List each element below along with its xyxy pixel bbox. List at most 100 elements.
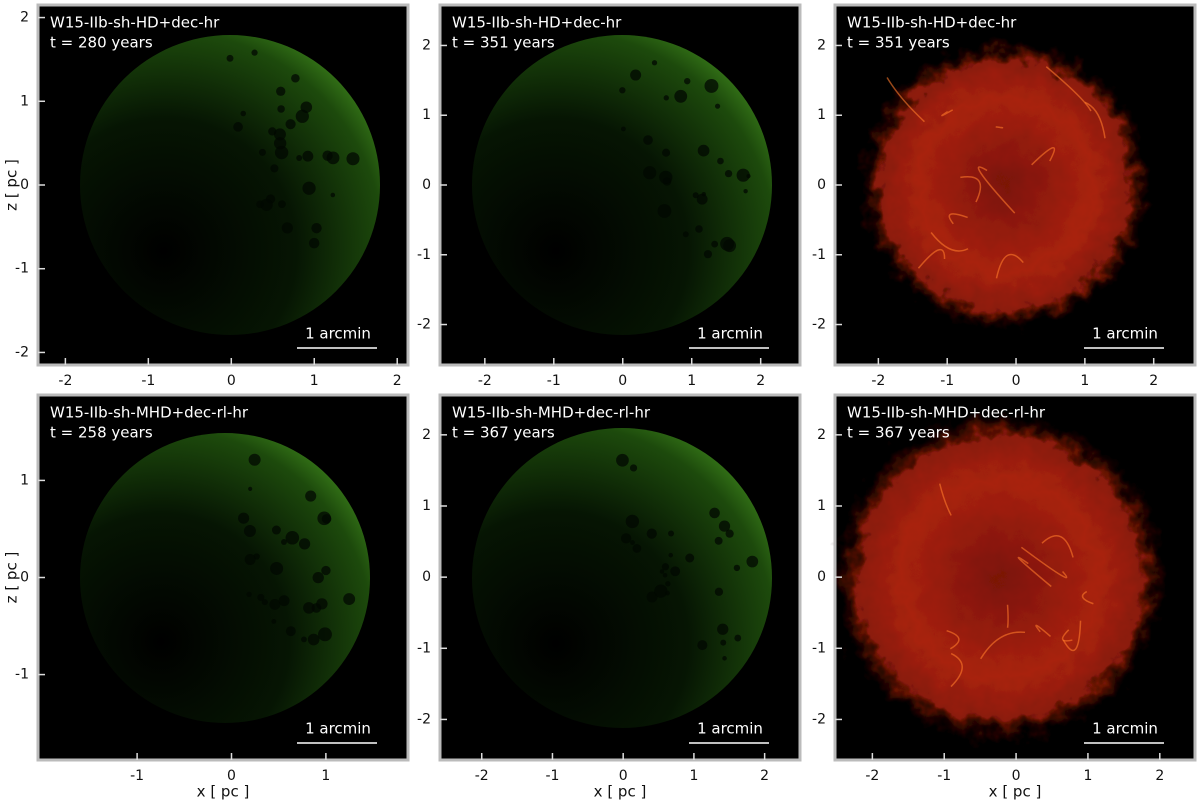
- y-tick-label: 2: [817, 427, 826, 443]
- x-tick-label: 2: [756, 373, 765, 389]
- clump: [271, 525, 281, 535]
- y-tick-label: -1: [417, 640, 431, 656]
- filament: [886, 77, 925, 123]
- filament: [995, 253, 1024, 279]
- clump: [326, 151, 340, 165]
- remnant-shell: [472, 428, 772, 728]
- clump: [734, 634, 742, 642]
- filament: [950, 652, 963, 688]
- clump: [619, 87, 626, 94]
- clump: [659, 170, 673, 184]
- x-tick-label: 0: [618, 373, 627, 389]
- clump: [273, 128, 286, 141]
- filament: [960, 176, 982, 203]
- panel-label: W15-IIb-sh-HD+dec-hr: [50, 14, 220, 32]
- clump: [714, 536, 723, 545]
- time-label: t = 258 years: [50, 424, 153, 442]
- panel-label: W15-IIb-sh-HD+dec-hr: [847, 14, 1017, 32]
- clump: [722, 656, 727, 661]
- panel-label: W15-IIb-sh-MHD+dec-rl-hr: [847, 404, 1046, 422]
- clump: [682, 231, 689, 238]
- y-axis-label: z [ pc ]: [3, 159, 21, 211]
- x-axis-label: x [ pc ]: [594, 783, 647, 801]
- image-panel: [38, 5, 408, 365]
- clump: [312, 572, 324, 584]
- image-panel: [835, 5, 1195, 365]
- clump: [302, 181, 316, 195]
- clump: [668, 552, 674, 558]
- filament: [1061, 629, 1073, 642]
- y-tick-label: 2: [817, 37, 826, 53]
- clump: [733, 564, 741, 572]
- scale-label: 1 arcmin: [1092, 325, 1158, 343]
- clump: [720, 639, 727, 646]
- filament: [941, 109, 954, 117]
- y-tick-label: -2: [15, 344, 29, 360]
- scale-label: 1 arcmin: [697, 720, 763, 738]
- clump: [330, 192, 336, 198]
- x-tick-label: -1: [937, 768, 951, 784]
- y-tick-label: 1: [422, 498, 431, 514]
- y-tick-label: 2: [422, 427, 431, 443]
- clump: [674, 89, 688, 103]
- clump: [285, 119, 296, 130]
- y-tick-label: -2: [417, 711, 431, 727]
- clump: [295, 109, 309, 123]
- clump: [670, 566, 681, 577]
- filament: [938, 483, 952, 516]
- filament: [977, 166, 1016, 214]
- x-tick-label: 1: [1083, 768, 1092, 784]
- y-tick-label: -2: [812, 317, 826, 333]
- clump: [243, 525, 256, 538]
- x-tick-label: -2: [58, 373, 72, 389]
- filament: [917, 248, 946, 269]
- y-tick-label: 0: [817, 177, 826, 193]
- x-tick-label: 2: [393, 373, 402, 389]
- clump: [321, 514, 332, 524]
- y-tick-label: 1: [20, 93, 29, 109]
- clump: [270, 164, 279, 173]
- clump: [743, 188, 748, 194]
- x-tick-label: -1: [545, 768, 559, 784]
- clump: [685, 553, 695, 563]
- clump: [704, 78, 719, 93]
- x-tick-label: 1: [689, 768, 698, 784]
- clump: [277, 105, 285, 113]
- y-tick-label: -2: [417, 317, 431, 333]
- clump: [346, 152, 360, 166]
- clump: [646, 591, 658, 603]
- image-panel: [440, 5, 800, 365]
- clump: [302, 150, 314, 162]
- filament: [930, 232, 969, 252]
- clump: [248, 486, 253, 491]
- y-tick-label: -1: [15, 667, 29, 683]
- y-tick-label: 1: [817, 498, 826, 514]
- filament: [1017, 556, 1052, 588]
- clump: [308, 237, 320, 249]
- clump: [711, 240, 719, 248]
- remnant-shell: [80, 433, 370, 723]
- image-panel: [835, 395, 1195, 760]
- clump: [643, 166, 657, 180]
- clump: [630, 540, 635, 545]
- y-tick-label: 0: [422, 177, 431, 193]
- x-tick-label: 0: [227, 373, 236, 389]
- clump: [621, 533, 632, 544]
- x-tick-label: 1: [1080, 373, 1089, 389]
- clump: [343, 593, 356, 606]
- clump: [260, 198, 273, 211]
- clump: [281, 222, 293, 234]
- time-label: t = 351 years: [452, 34, 555, 52]
- x-tick-label: -1: [547, 373, 561, 389]
- panel-label: W15-IIb-sh-MHD+dec-rl-hr: [50, 404, 249, 422]
- y-tick-label: -1: [812, 247, 826, 263]
- time-label: t = 367 years: [847, 424, 950, 442]
- x-tick-label: -2: [478, 373, 492, 389]
- clump: [276, 86, 286, 96]
- clump: [714, 103, 721, 109]
- clump: [285, 530, 300, 545]
- y-tick-label: -1: [417, 247, 431, 263]
- x-tick-label: 0: [1012, 373, 1021, 389]
- remnant-shell: [472, 35, 772, 335]
